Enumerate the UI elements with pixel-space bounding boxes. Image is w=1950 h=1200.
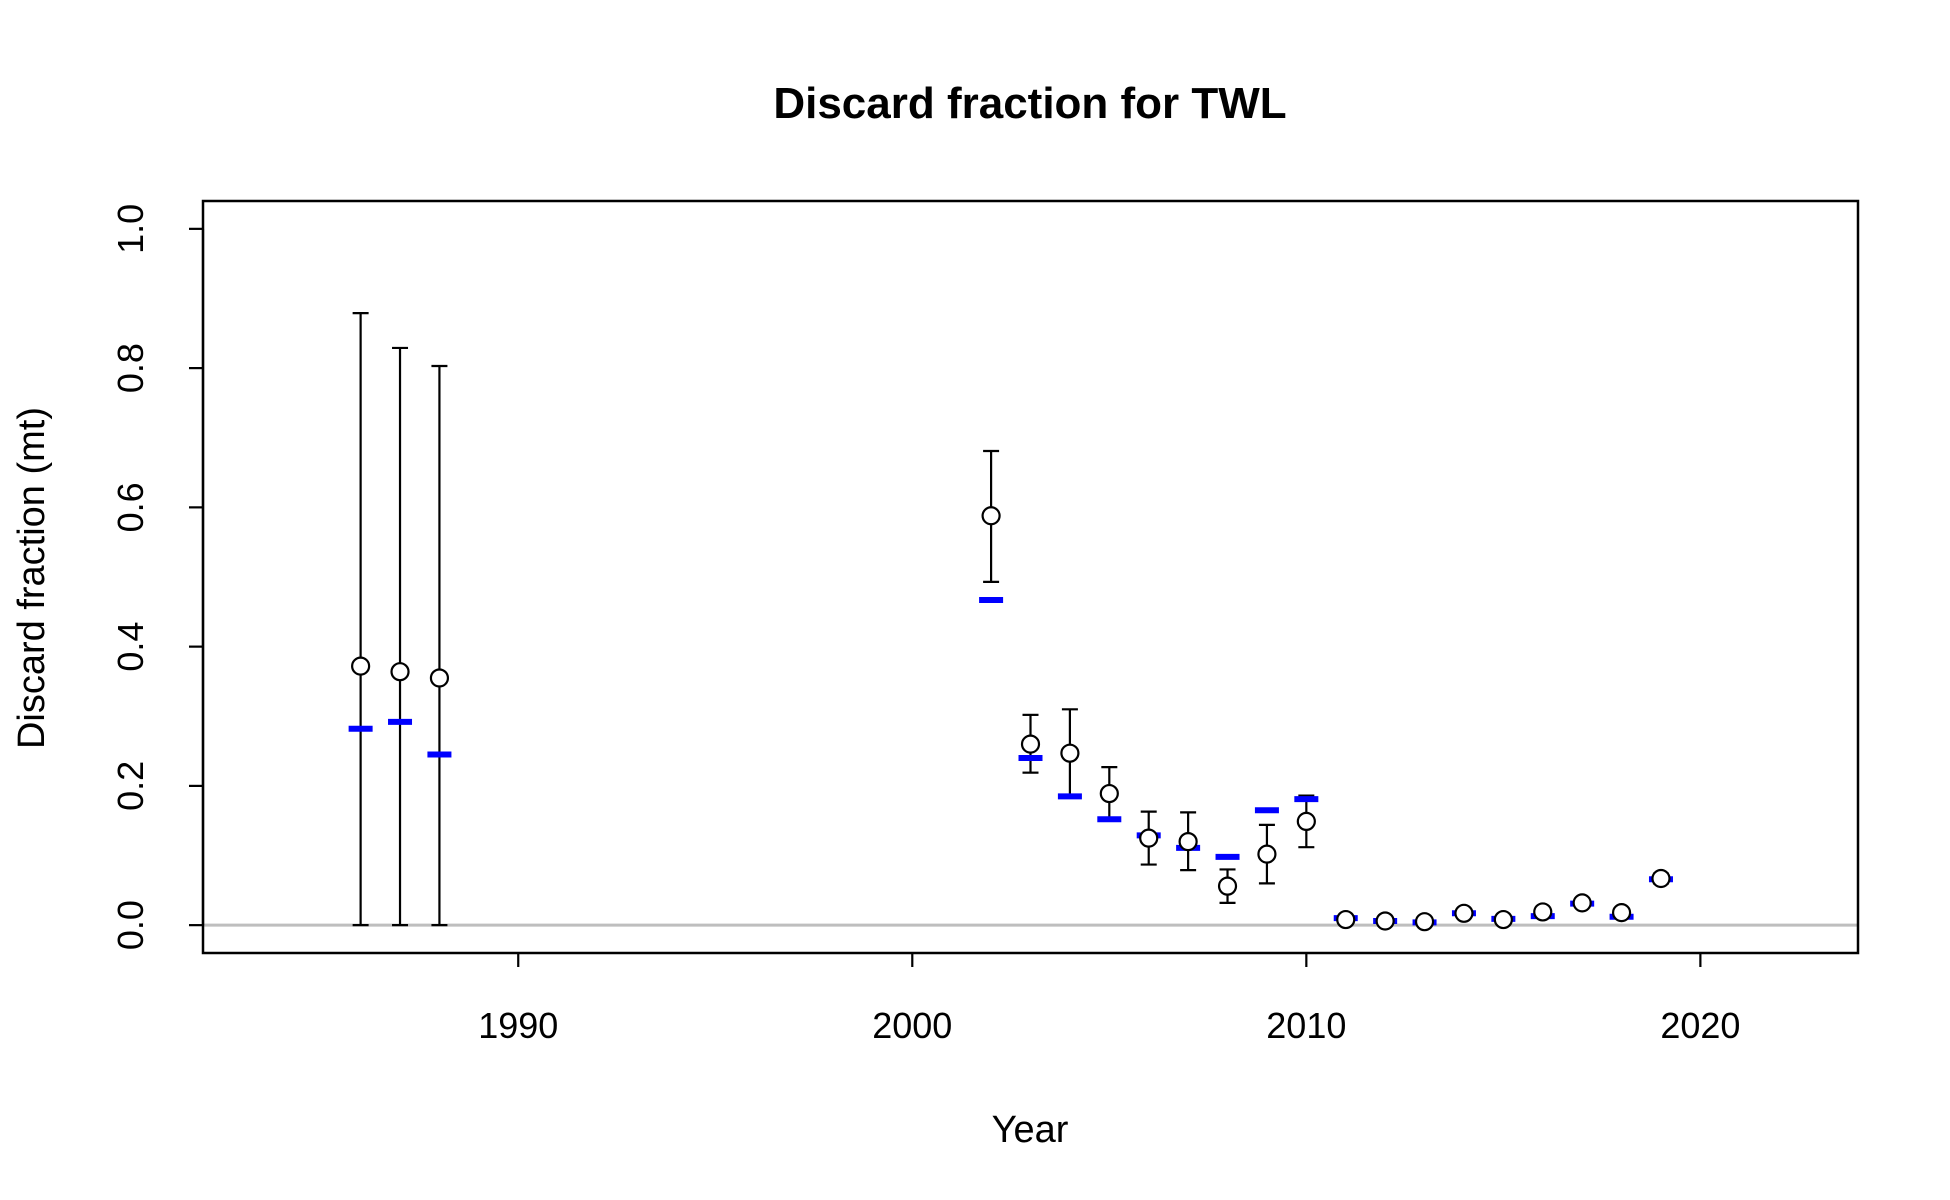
observed-point bbox=[1454, 903, 1474, 923]
observed-point bbox=[1020, 734, 1041, 754]
y-axis-label: Discard fraction (mt) bbox=[11, 407, 53, 749]
error-bar bbox=[392, 346, 409, 927]
observed-point bbox=[1257, 844, 1277, 864]
observed-point bbox=[1060, 743, 1080, 763]
y-tick-label: 1.0 bbox=[110, 204, 151, 254]
chart-title: Discard fraction for TWL bbox=[773, 79, 1286, 128]
x-tick-label: 2000 bbox=[872, 1005, 952, 1046]
plot-frame bbox=[201, 199, 1860, 955]
y-tick-label: 0.8 bbox=[110, 343, 151, 393]
y-axis: 0.0 0.2 0.4 0.6 0.8 1.0 bbox=[110, 204, 205, 950]
error-bar bbox=[352, 312, 369, 927]
observed-point bbox=[1572, 893, 1592, 913]
observed-point bbox=[1493, 909, 1513, 930]
x-tick-label: 2010 bbox=[1266, 1005, 1346, 1046]
observed-point bbox=[981, 506, 1001, 526]
x-axis: 1990 2000 2010 2020 bbox=[478, 953, 1740, 1046]
y-tick-label: 0.4 bbox=[110, 622, 151, 672]
observed-point bbox=[1414, 912, 1435, 932]
observed-point bbox=[351, 656, 371, 676]
observed-points-layer bbox=[351, 506, 1671, 932]
error-bar bbox=[431, 364, 448, 927]
observed-point bbox=[1611, 903, 1632, 923]
observed-point bbox=[1533, 902, 1553, 922]
observed-point bbox=[429, 668, 450, 688]
y-tick-label: 0.0 bbox=[110, 900, 151, 950]
x-tick-label: 1990 bbox=[478, 1005, 558, 1046]
y-tick-label: 0.2 bbox=[110, 761, 151, 811]
observed-point bbox=[390, 662, 410, 682]
observed-point bbox=[1139, 828, 1159, 848]
error-bars-layer bbox=[352, 312, 1669, 927]
observed-point bbox=[1296, 811, 1316, 832]
x-axis-label: Year bbox=[992, 1109, 1069, 1151]
observed-point bbox=[1651, 868, 1671, 889]
y-tick-label: 0.6 bbox=[110, 482, 151, 532]
observed-point bbox=[1217, 876, 1238, 896]
expected-dashes-layer bbox=[348, 596, 1673, 926]
observed-point bbox=[1375, 911, 1395, 931]
observed-point bbox=[1099, 783, 1119, 804]
observed-point bbox=[1178, 831, 1198, 852]
x-tick-label: 2020 bbox=[1660, 1005, 1740, 1046]
observed-point bbox=[1336, 909, 1356, 930]
